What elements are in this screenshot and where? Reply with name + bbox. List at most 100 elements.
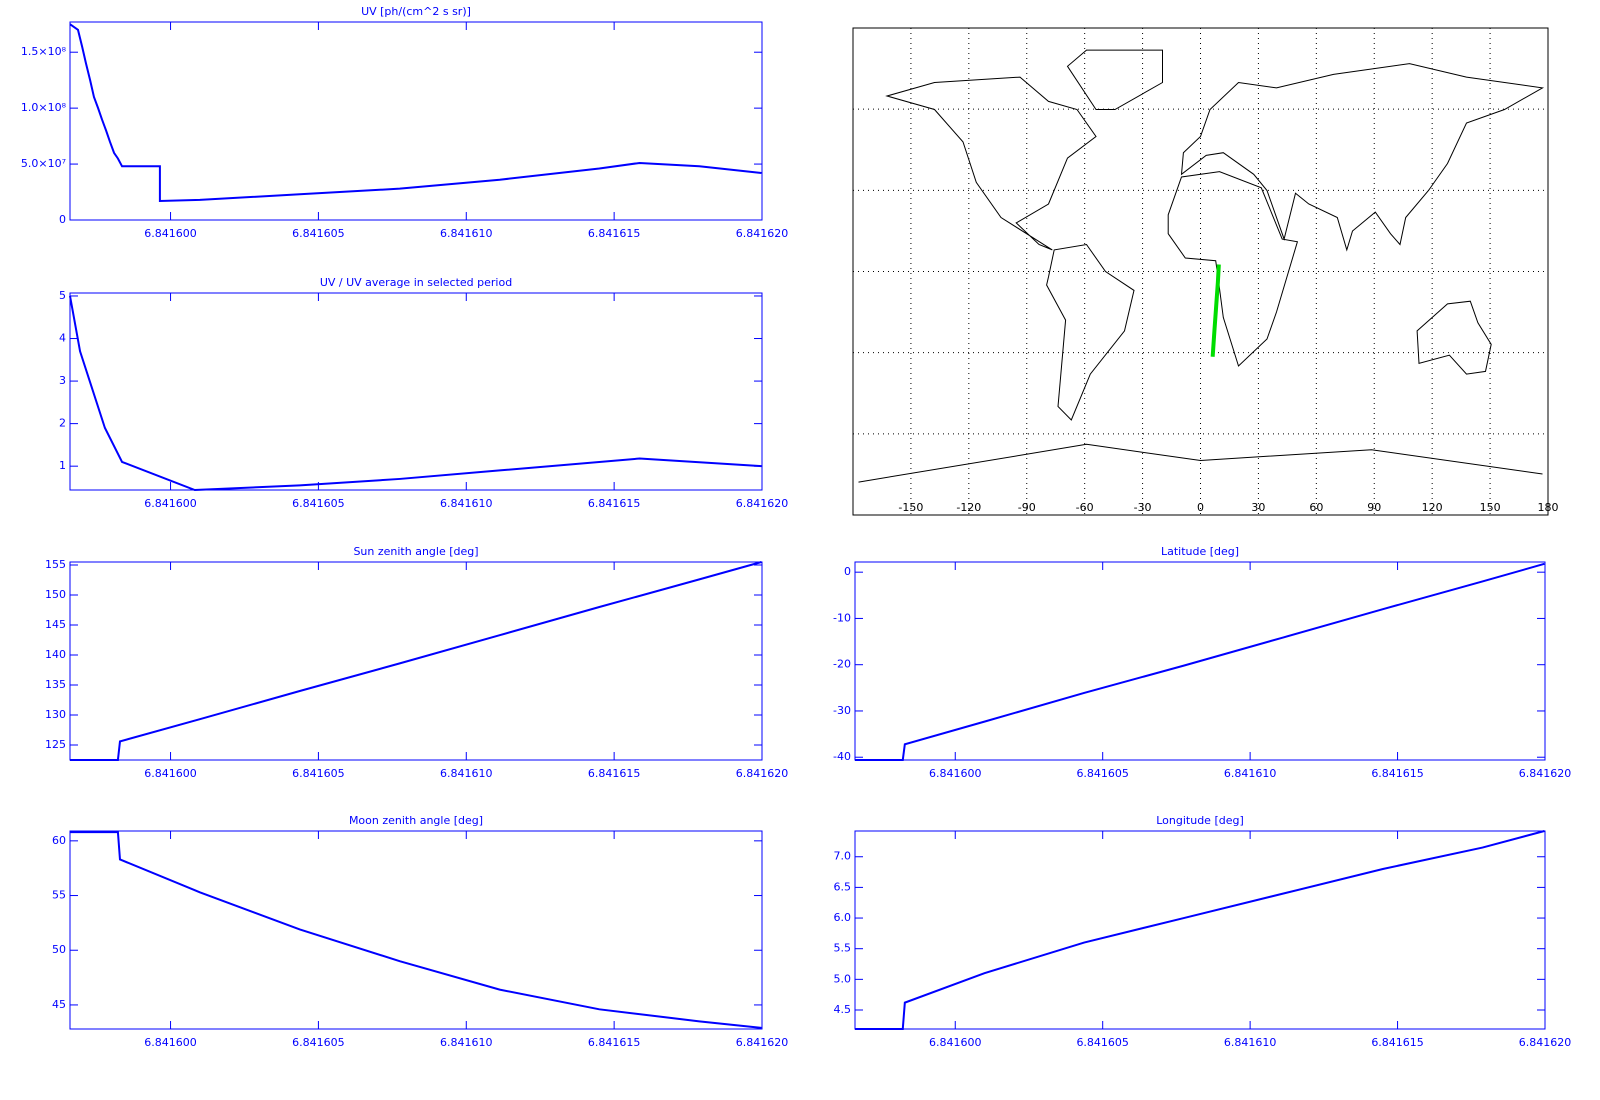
x-tick-label: -120: [956, 501, 981, 514]
y-tick-label: 3: [59, 374, 66, 387]
plot-frame: [69, 830, 763, 1030]
x-tick-label: 6.841610: [440, 227, 493, 240]
x-tick-label: 6.841620: [736, 767, 789, 780]
plot-frame: [854, 561, 1546, 761]
coastline: [1168, 172, 1297, 366]
data-line: [69, 295, 762, 492]
y-tick-label: 4: [59, 332, 66, 345]
chart-title: UV [ph/(cm^2 s sr)]: [361, 5, 471, 18]
plot-frame: [69, 21, 763, 221]
y-tick-label: 130: [45, 708, 66, 721]
x-tick-label: 6.841610: [440, 497, 493, 510]
y-tick-label: -20: [833, 658, 851, 671]
chart-title: UV / UV average in selected period: [320, 276, 512, 289]
y-tick-label: 1.5×10⁸: [21, 45, 67, 58]
y-tick-label: 55: [52, 889, 66, 902]
x-tick-label: 6.841615: [1371, 767, 1424, 780]
x-tick-label: -150: [898, 501, 923, 514]
x-tick-label: 6.841600: [929, 1036, 982, 1049]
ground-track: [1210, 264, 1221, 357]
coastline: [1068, 50, 1163, 109]
y-tick-label: 0: [59, 213, 66, 226]
x-tick-label: 6.841605: [292, 767, 345, 780]
data-line: [69, 23, 762, 203]
x-tick-label: -60: [1076, 501, 1094, 514]
y-tick-label: -10: [833, 611, 851, 624]
chart-title: Longitude [deg]: [1156, 814, 1244, 827]
x-tick-label: 6.841600: [144, 1036, 197, 1049]
x-tick-label: 6.841615: [1371, 1036, 1424, 1049]
y-tick-label: 45: [52, 998, 66, 1011]
data-line: [855, 830, 1545, 1030]
y-tick-label: 135: [45, 678, 66, 691]
x-tick-label: 6.841600: [144, 227, 197, 240]
x-tick-label: 6.841605: [1076, 767, 1129, 780]
x-tick-label: 6.841610: [440, 767, 493, 780]
y-tick-label: 2: [59, 417, 66, 430]
y-tick-label: 6.0: [834, 911, 852, 924]
x-tick-label: 6.841610: [1224, 1036, 1277, 1049]
coastlines: [859, 50, 1543, 482]
plot-frame: [69, 561, 763, 761]
chart-title: Moon zenith angle [deg]: [349, 814, 483, 827]
y-tick-label: 155: [45, 558, 66, 571]
x-tick-label: 6.841605: [292, 497, 345, 510]
y-tick-label: 5: [59, 289, 66, 302]
x-tick-label: 6.841615: [588, 227, 641, 240]
x-tick-label: 6.841615: [588, 497, 641, 510]
y-tick-label: -40: [833, 750, 851, 763]
y-tick-label: 7.0: [834, 850, 852, 863]
data-line: [70, 831, 762, 1029]
x-tick-label: 6.841620: [1519, 767, 1572, 780]
data-line: [855, 562, 1545, 761]
x-tick-label: 6.841600: [929, 767, 982, 780]
x-tick-label: 6.841620: [1519, 1036, 1572, 1049]
coastline: [859, 444, 1543, 482]
y-tick-label: 5.5: [834, 942, 852, 955]
coastline: [887, 77, 1096, 250]
x-tick-label: 90: [1367, 501, 1381, 514]
x-tick-label: 30: [1251, 501, 1265, 514]
y-tick-label: 0: [844, 565, 851, 578]
chart-title: Latitude [deg]: [1161, 545, 1239, 558]
plot-frame: [69, 292, 763, 491]
y-tick-label: -30: [833, 704, 851, 717]
y-tick-label: 4.5: [834, 1003, 852, 1016]
x-tick-label: 120: [1422, 501, 1443, 514]
x-tick-label: 6.841605: [292, 227, 345, 240]
x-tick-label: 6.841615: [588, 767, 641, 780]
x-tick-label: 6.841600: [144, 497, 197, 510]
x-tick-label: 0: [1197, 501, 1204, 514]
y-tick-label: 145: [45, 618, 66, 631]
x-tick-label: 150: [1480, 501, 1501, 514]
y-tick-label: 140: [45, 648, 66, 661]
x-tick-label: 6.841620: [736, 227, 789, 240]
y-tick-label: 60: [52, 834, 66, 847]
x-tick-label: 60: [1309, 501, 1323, 514]
x-tick-label: -30: [1134, 501, 1152, 514]
y-tick-label: 1.0×10⁸: [21, 101, 67, 114]
y-tick-label: 1: [59, 459, 66, 472]
coastline: [1182, 64, 1543, 250]
coastline: [1417, 301, 1491, 374]
x-tick-label: 6.841620: [736, 497, 789, 510]
x-tick-label: 180: [1538, 501, 1559, 514]
x-tick-label: 6.841605: [1076, 1036, 1129, 1049]
x-tick-label: 6.841605: [292, 1036, 345, 1049]
y-tick-label: 6.5: [834, 880, 852, 893]
x-tick-label: 6.841620: [736, 1036, 789, 1049]
plot-frame: [854, 830, 1546, 1030]
x-tick-label: -90: [1018, 501, 1036, 514]
y-tick-label: 125: [45, 738, 66, 751]
y-tick-label: 5.0×10⁷: [21, 157, 66, 170]
x-tick-label: 6.841600: [144, 767, 197, 780]
coastline: [1047, 245, 1134, 421]
chart-title: Sun zenith angle [deg]: [353, 545, 478, 558]
x-tick-label: 6.841615: [588, 1036, 641, 1049]
x-tick-label: 6.841610: [440, 1036, 493, 1049]
y-tick-label: 150: [45, 588, 66, 601]
data-line: [70, 561, 762, 761]
y-tick-label: 5.0: [834, 972, 852, 985]
